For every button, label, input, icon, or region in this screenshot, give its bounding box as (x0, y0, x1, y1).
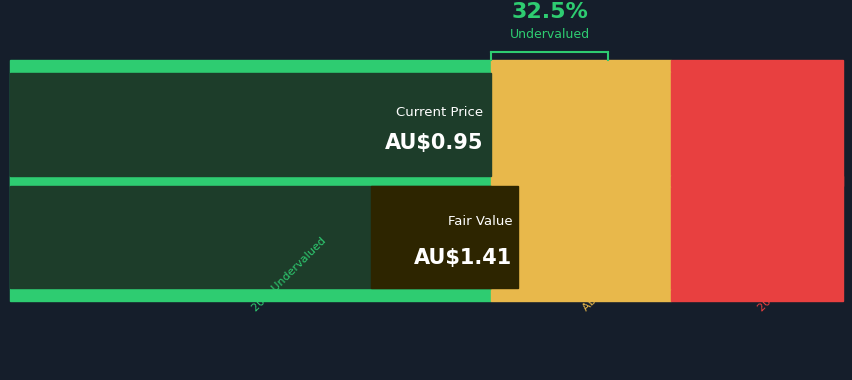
Text: 32.5%: 32.5% (510, 3, 587, 22)
Bar (670, 290, 842, 301)
Bar (10, 71, 491, 290)
Bar (491, 71, 670, 290)
Bar (670, 176, 842, 186)
Bar (10, 176, 491, 186)
Text: About Right: About Right (580, 260, 634, 314)
Bar (491, 290, 670, 301)
Bar (491, 60, 670, 71)
Text: Undervalued: Undervalued (509, 28, 589, 41)
Text: 20% Overvalued: 20% Overvalued (756, 241, 828, 314)
Bar (10, 73, 491, 176)
Text: 20% Undervalued: 20% Undervalued (250, 236, 328, 314)
Text: Current Price: Current Price (396, 106, 483, 119)
Text: Fair Value: Fair Value (447, 215, 512, 228)
Bar (10, 290, 491, 301)
Bar (670, 60, 842, 71)
Bar (10, 186, 491, 288)
Bar (10, 60, 491, 71)
Text: AU$1.41: AU$1.41 (413, 248, 512, 268)
Text: AU$0.95: AU$0.95 (384, 133, 483, 153)
Bar (371, 186, 518, 288)
Bar (491, 176, 670, 186)
Bar (670, 71, 842, 290)
